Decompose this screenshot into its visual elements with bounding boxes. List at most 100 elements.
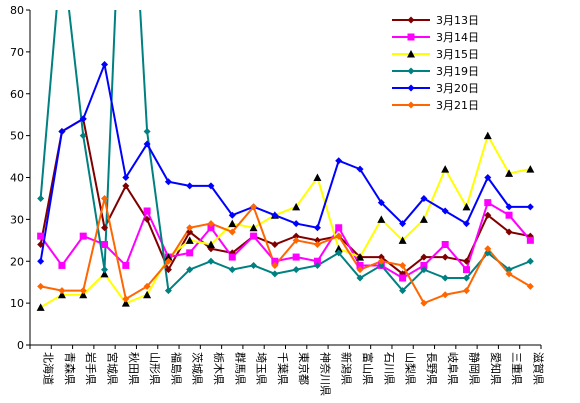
data-point bbox=[101, 194, 109, 202]
data-point bbox=[143, 140, 151, 148]
legend-item: 3月19日 bbox=[392, 65, 479, 78]
data-point bbox=[79, 287, 87, 295]
data-point bbox=[164, 178, 172, 186]
data-point bbox=[58, 287, 66, 295]
data-point bbox=[462, 220, 470, 228]
legend-marker bbox=[407, 101, 415, 109]
y-tick-label: 0 bbox=[17, 339, 24, 352]
data-point bbox=[335, 224, 343, 232]
data-point bbox=[356, 266, 364, 274]
data-point bbox=[420, 253, 428, 261]
data-point bbox=[79, 232, 87, 240]
data-point bbox=[441, 291, 449, 299]
data-point bbox=[122, 174, 130, 181]
data-point bbox=[122, 261, 130, 269]
data-point bbox=[419, 215, 428, 223]
data-point bbox=[505, 169, 514, 177]
data-point bbox=[356, 274, 364, 282]
data-point bbox=[58, 261, 66, 269]
x-tick-label: 滋賀県 bbox=[531, 352, 544, 385]
y-tick-label: 20 bbox=[10, 255, 24, 268]
legend-marker bbox=[407, 50, 415, 58]
data-point bbox=[271, 261, 279, 269]
data-point bbox=[441, 207, 449, 215]
data-point bbox=[505, 211, 513, 219]
data-point bbox=[292, 232, 300, 240]
data-point bbox=[250, 261, 258, 269]
data-point bbox=[249, 223, 258, 232]
data-point bbox=[399, 261, 407, 269]
legend-item: 3月14日 bbox=[392, 31, 479, 44]
x-tick-label: 愛知県 bbox=[489, 352, 503, 385]
data-point bbox=[377, 257, 385, 265]
data-point bbox=[143, 215, 151, 223]
data-point bbox=[356, 165, 364, 173]
data-point bbox=[399, 220, 407, 228]
series-line bbox=[39, 10, 531, 293]
y-tick-label: 40 bbox=[10, 172, 24, 185]
series-line bbox=[40, 198, 531, 305]
y-tick-label: 10 bbox=[10, 297, 24, 310]
data-point bbox=[121, 299, 130, 307]
data-point bbox=[250, 232, 258, 240]
series-line bbox=[39, 201, 532, 280]
data-point bbox=[207, 220, 215, 228]
data-point bbox=[420, 194, 428, 202]
data-point bbox=[228, 228, 236, 236]
data-point bbox=[186, 228, 194, 236]
x-tick-label: 栃木県 bbox=[212, 352, 226, 385]
data-point bbox=[526, 165, 535, 173]
data-point bbox=[186, 224, 194, 232]
x-tick-label: 石川県 bbox=[382, 352, 395, 385]
legend-item: 3月21日 bbox=[392, 99, 479, 112]
data-point bbox=[484, 199, 492, 207]
data-point bbox=[377, 199, 385, 207]
data-point bbox=[420, 299, 428, 307]
series-line bbox=[39, 60, 531, 262]
data-point bbox=[58, 127, 66, 135]
x-axis: 北海道 青森県 岩手県 宮城県 秋田県 山形県 福島県 茨城県 栃木県 群馬県 埼玉県 千葉県 東京都神… bbox=[29, 344, 544, 396]
data-point bbox=[143, 207, 151, 215]
data-point bbox=[271, 257, 279, 265]
data-point bbox=[228, 253, 236, 261]
data-point bbox=[143, 282, 151, 290]
data-point bbox=[377, 261, 385, 269]
x-tick-label: 富山県 bbox=[361, 352, 375, 385]
legend-label: 3月21日 bbox=[436, 99, 479, 112]
data-point bbox=[37, 241, 45, 248]
data-point bbox=[186, 249, 194, 257]
data-point bbox=[101, 266, 109, 274]
data-point bbox=[164, 257, 172, 265]
data-point bbox=[398, 236, 407, 244]
data-point bbox=[57, 290, 66, 299]
data-point bbox=[79, 115, 87, 123]
data-point bbox=[313, 241, 321, 248]
data-point bbox=[122, 182, 130, 190]
data-point bbox=[36, 303, 45, 311]
x-tick-label: 新潟県 bbox=[340, 352, 354, 385]
data-point bbox=[207, 257, 215, 265]
data-point bbox=[79, 132, 87, 140]
data-point bbox=[441, 165, 450, 173]
data-point bbox=[313, 173, 322, 181]
x-tick-label: 神奈川県 bbox=[318, 352, 332, 396]
data-point bbox=[271, 241, 279, 248]
legend-marker bbox=[407, 84, 415, 92]
data-point bbox=[335, 249, 343, 257]
data-point bbox=[356, 261, 364, 269]
data-point bbox=[271, 211, 279, 219]
y-tick-label: 60 bbox=[10, 88, 24, 101]
data-point bbox=[484, 174, 492, 181]
data-point bbox=[377, 215, 386, 223]
data-point bbox=[164, 287, 172, 295]
data-point bbox=[292, 220, 300, 228]
x-tick-label: 北海道 bbox=[42, 352, 56, 385]
series-markers bbox=[36, 60, 535, 311]
x-tick-label: 静岡県 bbox=[467, 352, 481, 385]
data-point bbox=[79, 290, 88, 299]
data-point bbox=[526, 257, 534, 265]
legend-label: 3月13日 bbox=[436, 14, 479, 27]
y-tick-label: 30 bbox=[10, 213, 24, 226]
data-point bbox=[101, 241, 109, 248]
x-tick-label: 埼玉県 bbox=[255, 352, 269, 385]
